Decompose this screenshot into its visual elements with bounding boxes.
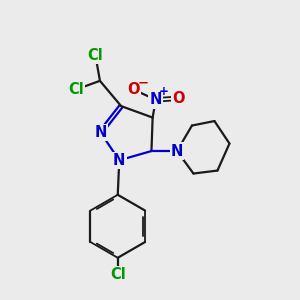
Text: Cl: Cl	[68, 82, 84, 97]
Text: N: N	[150, 92, 162, 107]
Text: O: O	[172, 91, 184, 106]
Text: Cl: Cl	[110, 267, 126, 282]
Text: +: +	[159, 85, 169, 98]
Text: O: O	[127, 82, 140, 97]
Text: N: N	[171, 143, 183, 158]
Text: Cl: Cl	[88, 48, 103, 63]
Text: −: −	[137, 76, 148, 89]
Text: N: N	[94, 125, 107, 140]
Text: N: N	[113, 153, 125, 168]
